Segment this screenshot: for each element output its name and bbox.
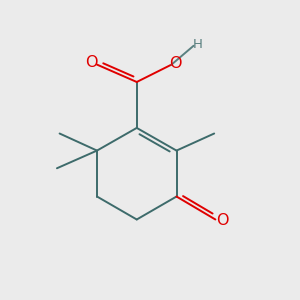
- Text: H: H: [193, 38, 203, 50]
- Text: O: O: [85, 55, 98, 70]
- Text: O: O: [169, 56, 181, 71]
- Text: O: O: [216, 213, 228, 228]
